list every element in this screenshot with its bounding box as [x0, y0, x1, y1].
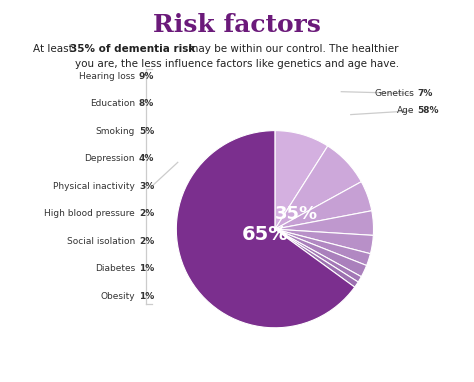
Wedge shape	[275, 229, 370, 265]
Wedge shape	[275, 131, 328, 229]
Text: Education: Education	[90, 99, 135, 108]
Text: Physical inactivity: Physical inactivity	[53, 182, 135, 191]
Text: you are, the less influence factors like genetics and age have.: you are, the less influence factors like…	[75, 59, 399, 69]
Text: 2%: 2%	[139, 209, 154, 219]
Text: Diabetes: Diabetes	[95, 264, 135, 274]
Text: 35%: 35%	[275, 205, 318, 223]
Text: Genetics: Genetics	[375, 89, 415, 98]
Text: High blood pressure: High blood pressure	[45, 209, 135, 219]
Text: 2%: 2%	[139, 237, 154, 246]
Text: 65%: 65%	[242, 225, 288, 244]
Text: 35% of dementia risk: 35% of dementia risk	[70, 44, 196, 54]
Wedge shape	[275, 229, 374, 254]
Text: 1%: 1%	[139, 264, 154, 274]
Text: Hearing loss: Hearing loss	[79, 72, 135, 81]
Text: 58%: 58%	[417, 106, 438, 115]
Text: may be within our control. The healthier: may be within our control. The healthier	[185, 44, 398, 54]
Text: 7%: 7%	[417, 89, 432, 98]
Text: 3%: 3%	[139, 182, 154, 191]
Text: 8%: 8%	[139, 99, 154, 108]
Text: Obesity: Obesity	[100, 292, 135, 301]
Text: Risk factors: Risk factors	[153, 13, 321, 37]
Text: 5%: 5%	[139, 127, 154, 136]
Wedge shape	[275, 229, 366, 277]
Wedge shape	[275, 229, 358, 287]
Text: Age: Age	[397, 106, 415, 115]
Text: 4%: 4%	[139, 154, 154, 163]
Text: At least: At least	[33, 44, 76, 54]
Wedge shape	[275, 211, 374, 235]
Text: Depression: Depression	[84, 154, 135, 163]
Wedge shape	[176, 131, 355, 328]
Wedge shape	[275, 229, 361, 282]
Text: 9%: 9%	[139, 72, 154, 81]
Text: Smoking: Smoking	[96, 127, 135, 136]
Text: Social isolation: Social isolation	[67, 237, 135, 246]
Wedge shape	[275, 182, 372, 229]
Text: 1%: 1%	[139, 292, 154, 301]
Wedge shape	[275, 146, 361, 229]
